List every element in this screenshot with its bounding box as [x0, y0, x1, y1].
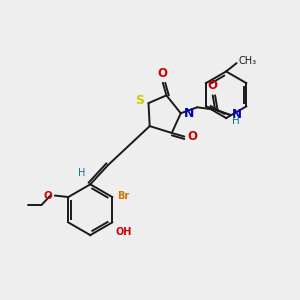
- Text: H: H: [77, 168, 85, 178]
- Text: O: O: [208, 80, 218, 92]
- Text: N: N: [232, 108, 242, 121]
- Text: N: N: [184, 107, 195, 120]
- Text: O: O: [187, 130, 197, 143]
- Text: O: O: [44, 190, 52, 200]
- Text: OH: OH: [116, 227, 132, 237]
- Text: Br: Br: [117, 190, 129, 200]
- Text: CH₃: CH₃: [239, 56, 257, 66]
- Text: S: S: [135, 94, 144, 107]
- Text: H: H: [232, 116, 240, 126]
- Text: O: O: [158, 67, 168, 80]
